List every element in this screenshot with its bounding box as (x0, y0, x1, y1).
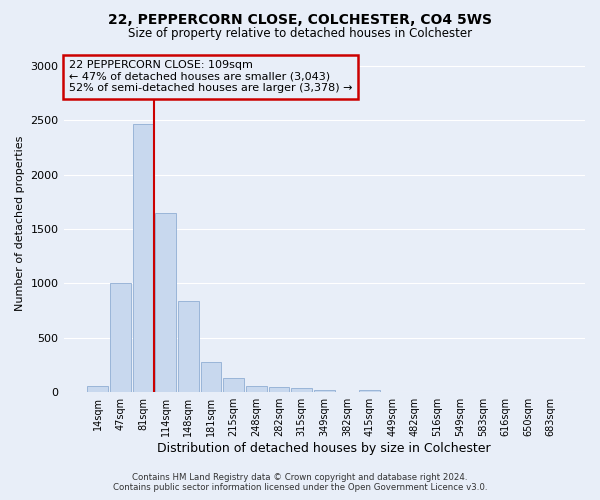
Text: 22 PEPPERCORN CLOSE: 109sqm
← 47% of detached houses are smaller (3,043)
52% of : 22 PEPPERCORN CLOSE: 109sqm ← 47% of det… (69, 60, 352, 94)
Bar (110, 284, 131, 392)
Bar (291, 388, 312, 392)
Y-axis label: Number of detached properties: Number of detached properties (15, 136, 25, 312)
Bar (133, 124, 154, 392)
Text: Size of property relative to detached houses in Colchester: Size of property relative to detached ho… (128, 28, 472, 40)
Text: 22, PEPPERCORN CLOSE, COLCHESTER, CO4 5WS: 22, PEPPERCORN CLOSE, COLCHESTER, CO4 5W… (108, 12, 492, 26)
Bar (314, 390, 335, 392)
Bar (269, 388, 289, 392)
Bar (246, 386, 267, 392)
Text: Contains HM Land Registry data © Crown copyright and database right 2024.
Contai: Contains HM Land Registry data © Crown c… (113, 473, 487, 492)
X-axis label: Distribution of detached houses by size in Colchester: Distribution of detached houses by size … (157, 442, 491, 455)
Bar (223, 378, 244, 392)
Bar (359, 390, 380, 392)
Bar (155, 212, 176, 392)
Bar (178, 302, 199, 392)
Bar (87, 386, 108, 392)
Bar (200, 362, 221, 392)
